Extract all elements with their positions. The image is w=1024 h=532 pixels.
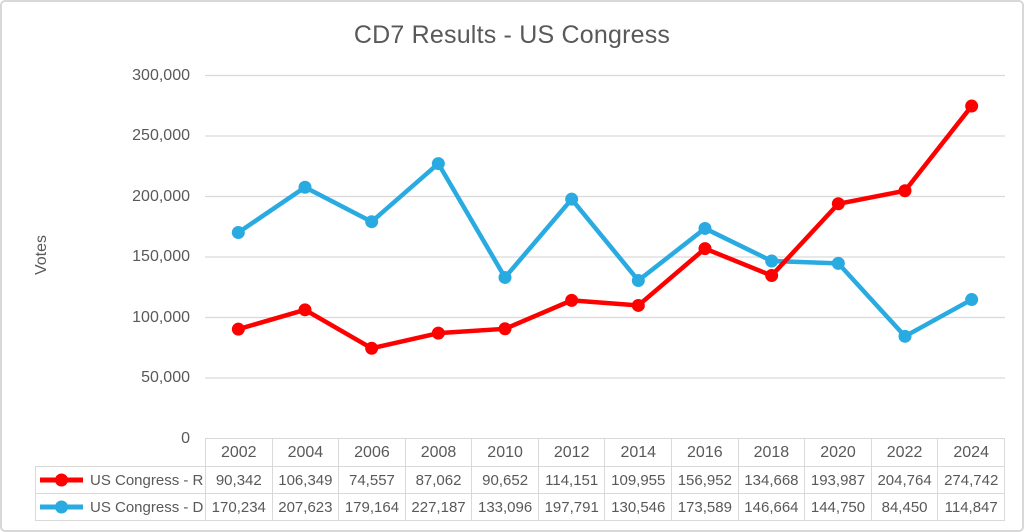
year-header-cell: 2004 [271, 438, 340, 467]
data-point-marker [298, 303, 312, 317]
year-header-cell: 2008 [404, 438, 473, 467]
year-header-cell: 2024 [937, 438, 1005, 467]
value-cell: 179,164 [338, 493, 406, 521]
value-cell: 84,450 [870, 493, 939, 521]
table-row: US Congress - D 170,234 207,623 179,164 227,… [35, 493, 1005, 521]
year-header-cell: 2010 [471, 438, 539, 467]
value-cell: 130,546 [604, 493, 673, 521]
year-header-row: 2002 2004 2006 2008 2010 2012 2014 2016 2018 2020… [36, 438, 1005, 467]
data-point-marker [831, 256, 845, 270]
data-point-marker [698, 221, 712, 235]
series-name: US Congress - D [90, 498, 204, 516]
series-name: US Congress - R [90, 471, 204, 489]
series-line [236, 161, 974, 339]
legend-cell: US Congress - R [35, 466, 206, 494]
value-cell: 74,557 [338, 466, 406, 494]
value-cell: 207,623 [271, 493, 340, 521]
data-point-marker [498, 322, 512, 336]
data-point-marker [431, 326, 445, 340]
data-point-marker [631, 274, 645, 288]
year-header-cell: 2018 [737, 438, 806, 467]
data-point-marker [231, 226, 245, 240]
legend-marker-icon [40, 500, 83, 514]
y-tick-label: 150,000 [132, 248, 190, 265]
value-cell: 133,096 [471, 493, 539, 521]
data-point-marker [231, 322, 245, 336]
year-header-cell: 2014 [604, 438, 673, 467]
data-point-marker [498, 270, 512, 284]
value-cell: 87,062 [404, 466, 473, 494]
data-point-marker [965, 99, 979, 113]
y-tick-label: 50,000 [141, 369, 190, 386]
value-cell: 90,342 [205, 466, 273, 494]
value-cell: 90,652 [471, 466, 539, 494]
value-cell: 204,764 [870, 466, 939, 494]
data-point-marker [765, 254, 779, 268]
y-tick-label: 300,000 [132, 66, 190, 84]
value-cell: 114,847 [937, 493, 1005, 521]
chart-title: CD7 Results - US Congress [353, 21, 671, 49]
data-point-marker [898, 184, 912, 198]
value-cell: 106,349 [271, 466, 340, 494]
value-cell: 170,234 [205, 493, 273, 521]
year-header-cell: 2002 [205, 438, 273, 467]
value-cell: 197,791 [537, 493, 606, 521]
year-header-cell: 2016 [671, 438, 739, 467]
table-row: US Congress - R 90,342 106,349 74,557 87,062… [35, 466, 1005, 494]
value-cell: 114,151 [537, 466, 606, 494]
series-line [236, 103, 974, 351]
corner-cell [36, 439, 206, 467]
data-point-marker [698, 242, 712, 256]
y-tick-label: 0 [181, 429, 190, 447]
y-tick-label: 100,000 [132, 308, 190, 326]
y-tick-label: 200,000 [132, 187, 190, 205]
value-cell: 156,952 [671, 466, 739, 494]
value-cell: 193,987 [804, 466, 872, 494]
data-point-marker [365, 341, 379, 355]
value-cell: 146,664 [737, 493, 806, 521]
data-table: 2002 2004 2006 2008 2010 2012 2014 2016 2018 2020… [35, 438, 1005, 521]
data-point-marker [965, 293, 979, 307]
value-cell: 109,955 [604, 466, 673, 494]
year-header-cell: 2012 [537, 438, 606, 467]
legend-cell: US Congress - D [35, 493, 206, 521]
y-tick-label: 250,000 [132, 127, 190, 144]
data-point-marker [298, 180, 312, 194]
data-point-marker [898, 329, 912, 343]
value-cell: 173,589 [671, 493, 739, 521]
data-point-marker [765, 269, 779, 283]
value-cell: 227,187 [404, 493, 473, 521]
legend-marker-icon [40, 473, 83, 487]
value-cell: 144,750 [804, 493, 872, 521]
value-cell: 274,742 [937, 466, 1005, 494]
data-point-marker [565, 192, 579, 206]
data-point-marker [565, 293, 579, 307]
data-point-marker [831, 197, 845, 211]
year-header-cell: 2022 [870, 438, 939, 467]
value-cell: 134,668 [737, 466, 806, 494]
year-header-cell: 2020 [804, 438, 872, 467]
data-point-marker [365, 215, 379, 229]
data-point-marker [431, 157, 445, 171]
year-header-cell: 2006 [338, 438, 406, 467]
data-point-marker [631, 298, 645, 312]
